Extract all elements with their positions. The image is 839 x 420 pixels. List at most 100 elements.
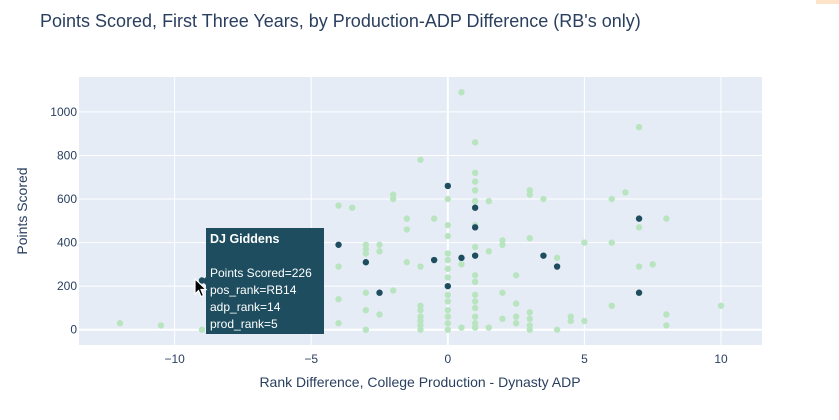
scatter-point[interactable] bbox=[471, 178, 479, 185]
scatter-point[interactable] bbox=[444, 256, 452, 264]
scatter-point[interactable] bbox=[430, 256, 438, 264]
scatter-point[interactable] bbox=[444, 195, 452, 203]
scatter-point[interactable] bbox=[485, 197, 492, 205]
scatter-point[interactable] bbox=[540, 195, 547, 203]
scatter-point[interactable] bbox=[444, 282, 452, 290]
scatter-point[interactable] bbox=[362, 326, 370, 333]
scatter-point[interactable] bbox=[444, 232, 452, 240]
scatter-point[interactable] bbox=[471, 252, 479, 259]
scatter-point[interactable] bbox=[471, 304, 479, 312]
scatter-point[interactable] bbox=[444, 221, 452, 229]
scatter-point[interactable] bbox=[663, 311, 670, 318]
scatter-point[interactable] bbox=[376, 241, 383, 248]
scatter-point[interactable] bbox=[635, 215, 643, 222]
scatter-point[interactable] bbox=[526, 309, 533, 316]
scatter-point[interactable] bbox=[444, 313, 452, 320]
scatter-point[interactable] bbox=[526, 322, 533, 329]
scatter-point[interactable] bbox=[335, 241, 342, 248]
scatter-point[interactable] bbox=[389, 191, 397, 198]
scatter-point[interactable] bbox=[512, 300, 520, 307]
scatter-point[interactable] bbox=[471, 204, 479, 211]
scatter-point[interactable] bbox=[444, 291, 452, 299]
scatter-point[interactable] bbox=[444, 326, 452, 333]
scatter-point[interactable] bbox=[362, 306, 370, 314]
scatter-point[interactable] bbox=[362, 289, 370, 296]
scatter-point[interactable] bbox=[553, 254, 561, 262]
scatter-point[interactable] bbox=[376, 248, 383, 255]
scatter-point[interactable] bbox=[335, 320, 342, 327]
scatter-point[interactable] bbox=[581, 317, 588, 325]
scatter-point[interactable] bbox=[512, 313, 520, 320]
scatter-point[interactable] bbox=[349, 204, 356, 211]
scatter-point[interactable] bbox=[471, 272, 479, 279]
scatter-point[interactable] bbox=[512, 272, 520, 279]
scatter-point[interactable] bbox=[512, 320, 520, 327]
scatter-point[interactable] bbox=[417, 302, 424, 309]
scatter-point[interactable] bbox=[581, 239, 588, 246]
scatter-point[interactable] bbox=[635, 123, 643, 131]
scatter-point[interactable] bbox=[458, 261, 465, 268]
scatter-point[interactable] bbox=[471, 187, 479, 194]
scatter-point[interactable] bbox=[430, 215, 438, 222]
scatter-point[interactable] bbox=[198, 326, 206, 333]
scatter-point[interactable] bbox=[389, 287, 397, 294]
scatter-point[interactable] bbox=[499, 315, 506, 323]
scatter-point[interactable] bbox=[376, 311, 383, 318]
scatter-point[interactable] bbox=[635, 224, 643, 231]
scatter-point[interactable] bbox=[444, 306, 452, 314]
scatter-point[interactable] bbox=[116, 320, 124, 327]
scatter-point[interactable] bbox=[608, 239, 615, 246]
scatter-point[interactable] bbox=[362, 241, 370, 248]
scatter-point[interactable] bbox=[622, 189, 629, 196]
scatter-point[interactable] bbox=[553, 263, 561, 270]
scatter-point[interactable] bbox=[526, 187, 533, 194]
scatter-point[interactable] bbox=[403, 215, 411, 222]
scatter-point[interactable] bbox=[458, 254, 465, 262]
scatter-point[interactable] bbox=[444, 182, 452, 190]
scatter-point[interactable] bbox=[553, 326, 561, 333]
scatter-point[interactable] bbox=[444, 265, 452, 272]
scatter-point[interactable] bbox=[608, 302, 615, 309]
scatter-point[interactable] bbox=[526, 315, 533, 323]
scatter-point[interactable] bbox=[649, 261, 656, 268]
scatter-point[interactable] bbox=[444, 298, 452, 305]
scatter-point[interactable] bbox=[471, 278, 479, 286]
scatter-point[interactable] bbox=[485, 324, 492, 331]
scatter-point[interactable] bbox=[471, 298, 479, 305]
scatter-point[interactable] bbox=[567, 313, 574, 320]
scatter-point[interactable] bbox=[663, 215, 670, 222]
scatter-point[interactable] bbox=[471, 197, 479, 205]
scatter-point[interactable] bbox=[376, 289, 383, 296]
scatter-point[interactable] bbox=[471, 313, 479, 320]
scatter-point[interactable] bbox=[157, 322, 165, 329]
scatter-point[interactable] bbox=[444, 250, 452, 257]
scatter-point[interactable] bbox=[663, 322, 670, 329]
scatter-point[interactable] bbox=[471, 291, 479, 299]
scatter-point[interactable] bbox=[335, 263, 342, 270]
scatter-point[interactable] bbox=[471, 139, 479, 146]
scatter-point[interactable] bbox=[485, 248, 492, 255]
scatter-point[interactable] bbox=[458, 89, 465, 96]
scatter-point[interactable] bbox=[635, 263, 643, 270]
scatter-point[interactable] bbox=[444, 320, 452, 327]
scatter-point[interactable] bbox=[608, 195, 615, 203]
scatter-point[interactable] bbox=[471, 224, 479, 231]
scatter-point[interactable] bbox=[471, 320, 479, 327]
scatter-point[interactable] bbox=[526, 235, 533, 242]
scatter-point[interactable] bbox=[499, 289, 506, 296]
scatter-point[interactable] bbox=[417, 156, 424, 163]
scatter-point[interactable] bbox=[471, 169, 479, 177]
scatter-point[interactable] bbox=[335, 202, 342, 209]
scatter-point[interactable] bbox=[403, 259, 411, 266]
scatter-point[interactable] bbox=[362, 259, 370, 266]
scatter-point[interactable] bbox=[499, 237, 506, 244]
scatter-point[interactable] bbox=[635, 289, 643, 296]
scatter-point[interactable] bbox=[458, 324, 465, 331]
scatter-point[interactable] bbox=[417, 263, 424, 270]
scatter-point[interactable] bbox=[471, 243, 479, 251]
scatter-point[interactable] bbox=[403, 226, 411, 233]
scatter-point[interactable] bbox=[540, 252, 547, 259]
scatter-point[interactable] bbox=[417, 313, 424, 320]
scatter-point[interactable] bbox=[335, 296, 342, 303]
scatter-point[interactable] bbox=[444, 274, 452, 281]
